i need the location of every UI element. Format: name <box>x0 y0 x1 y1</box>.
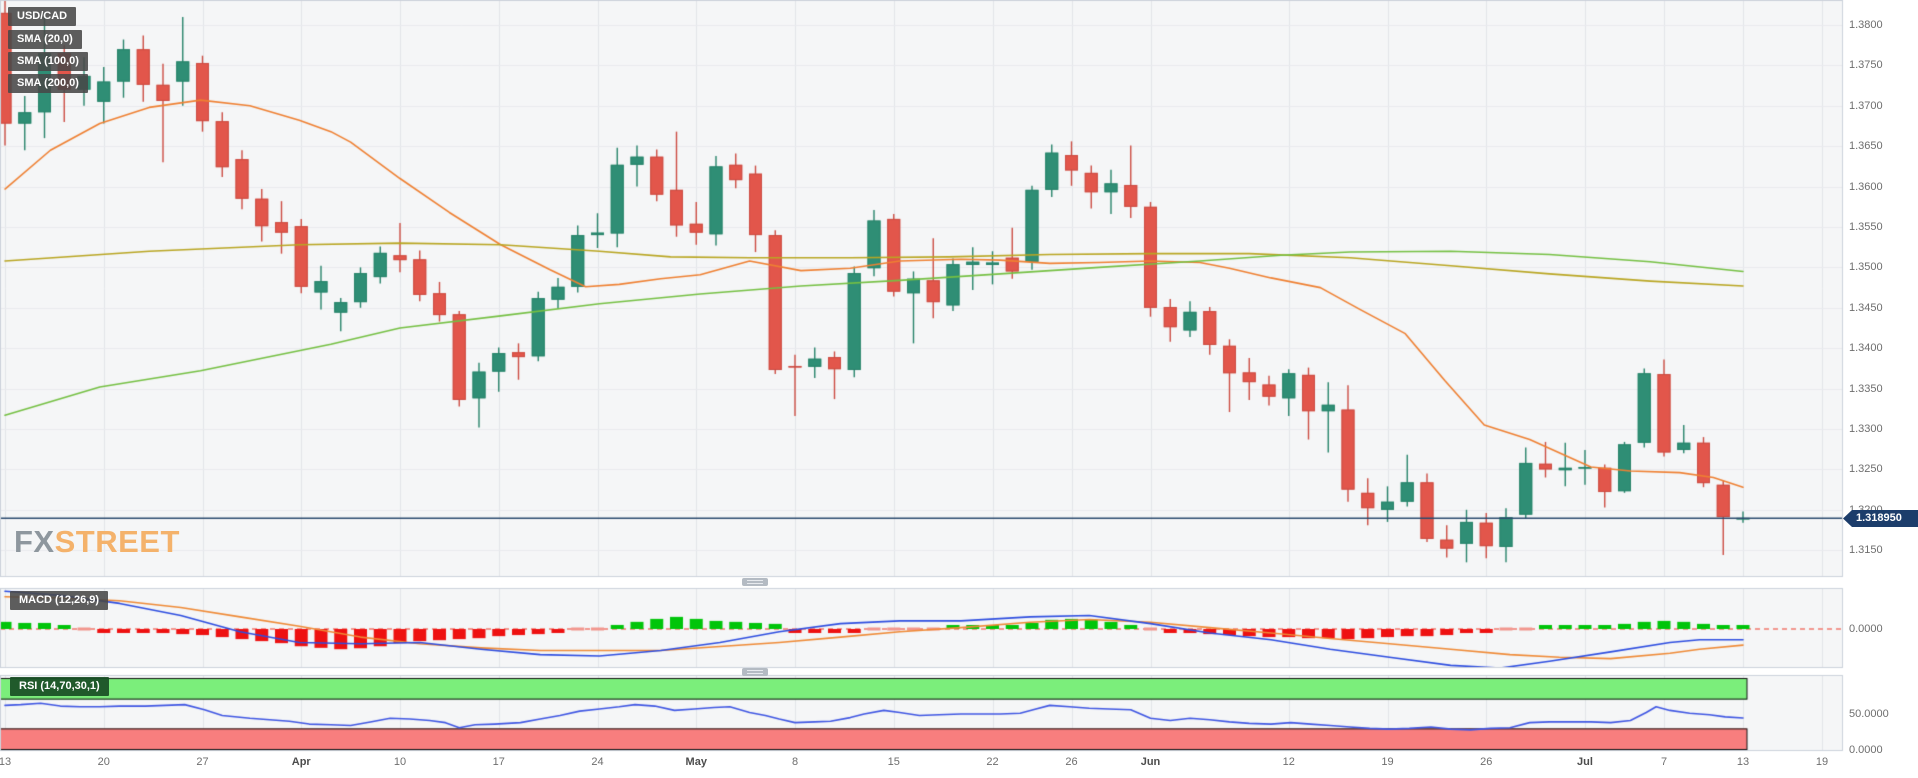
time-axis-label: 7 <box>1660 756 1668 768</box>
sma100-badge[interactable]: SMA (100,0) <box>8 52 88 71</box>
rsi-badge[interactable]: RSI (14,70,30,1) <box>10 677 109 696</box>
price-axis-label: 1.3400 <box>1849 342 1883 355</box>
price-axis[interactable] <box>1843 0 1918 751</box>
macd-axis-label: 0.0000 <box>1849 623 1883 635</box>
time-axis[interactable] <box>0 751 1843 778</box>
time-axis-label: 13 <box>1736 756 1750 768</box>
time-axis-label: 26 <box>1065 756 1078 768</box>
time-axis-label: 12 <box>1282 756 1295 768</box>
time-axis-label: 20 <box>97 756 110 768</box>
sma20-badge[interactable]: SMA (20,0) <box>8 30 82 49</box>
rsi-pane[interactable] <box>0 675 1843 751</box>
time-axis-label: 19 <box>1381 756 1394 768</box>
watermark-fx: FX <box>14 524 55 559</box>
price-axis-label: 1.3300 <box>1849 423 1883 435</box>
main-price-pane[interactable] <box>0 0 1843 577</box>
price-axis-label: 1.3350 <box>1849 382 1883 395</box>
time-axis-label: 26 <box>1480 756 1493 768</box>
price-axis-label: 1.3500 <box>1849 261 1883 274</box>
price-axis-label: 1.3650 <box>1849 140 1883 153</box>
price-axis-label: 1.3800 <box>1849 19 1883 31</box>
time-axis-label: 24 <box>591 756 604 768</box>
time-axis-label: 15 <box>887 756 900 768</box>
pane-resize-handle-rsi[interactable] <box>742 668 768 676</box>
price-axis-label: 1.3750 <box>1849 59 1883 72</box>
sma200-badge[interactable]: SMA (200,0) <box>8 74 88 93</box>
time-axis-label: Jun <box>1140 756 1161 768</box>
time-axis-label: 27 <box>196 756 209 768</box>
price-axis-label: 1.3450 <box>1849 301 1883 314</box>
time-axis-label: Apr <box>291 756 311 768</box>
last-price-badge[interactable]: 1.318950 <box>1843 510 1918 527</box>
watermark-street: STREET <box>54 524 180 559</box>
rsi-axis-label: 50.0000 <box>1849 708 1889 720</box>
fxstreet-watermark: FXSTREET <box>14 524 180 560</box>
time-axis-label: 8 <box>791 756 799 768</box>
pane-resize-handle-macd[interactable] <box>742 578 768 586</box>
symbol-badge[interactable]: USD/CAD <box>8 7 77 26</box>
price-axis-label: 1.3250 <box>1849 463 1883 476</box>
time-axis-label: 17 <box>492 756 505 768</box>
macd-badge[interactable]: MACD (12,26,9) <box>10 591 109 610</box>
rsi-axis-label: 0.0000 <box>1849 744 1883 756</box>
price-axis-label: 1.3150 <box>1849 544 1883 557</box>
time-axis-label: 10 <box>393 756 407 768</box>
price-axis-label: 1.3700 <box>1849 99 1883 112</box>
price-axis-label: 1.3550 <box>1849 221 1883 233</box>
time-axis-label: 22 <box>986 756 999 768</box>
macd-pane[interactable] <box>0 588 1843 668</box>
time-axis-label: 19 <box>1815 756 1829 768</box>
price-axis-label: 1.3600 <box>1849 180 1883 193</box>
time-axis-label: May <box>685 756 707 768</box>
time-axis-label: Jul <box>1577 756 1593 768</box>
time-axis-label: 13 <box>0 756 12 768</box>
